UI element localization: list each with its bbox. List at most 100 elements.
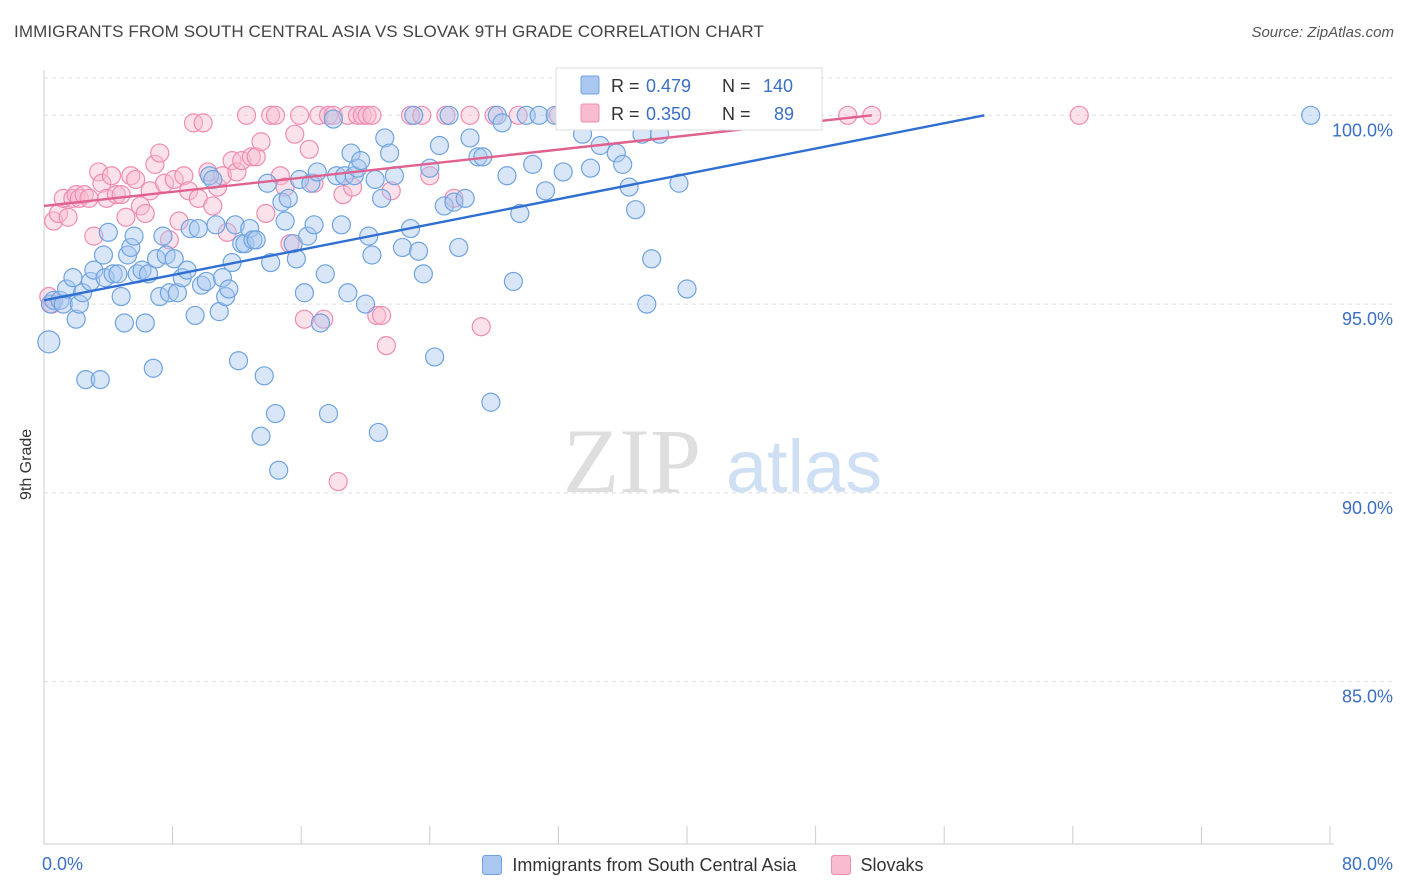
slovak-point-76 xyxy=(420,166,440,186)
asia-point-89 xyxy=(362,245,382,265)
slovak-point-32 xyxy=(183,113,204,133)
asia-point-45 xyxy=(206,215,226,235)
slovak-point-56 xyxy=(299,139,319,159)
slovak-point-25 xyxy=(150,143,170,163)
slovak-point-30 xyxy=(174,166,194,186)
asia-point-72 xyxy=(301,173,321,193)
legend-n-value-2: 89 xyxy=(774,104,794,124)
series-south-central-asia-points xyxy=(37,105,1321,480)
bottom-legend-pink-swatch xyxy=(830,855,851,875)
legend-n-value-1: 140 xyxy=(763,76,793,96)
asia-point-87 xyxy=(355,294,376,314)
x-tick-label-1: 80.0% xyxy=(1342,854,1393,874)
tick-labels: 85.0% 90.0% 95.0% 100.0% 0.0% 80.0% xyxy=(42,120,1393,874)
asia-point-57 xyxy=(246,230,266,250)
bottom-legend-blue-swatch xyxy=(482,855,503,875)
asia-point-91 xyxy=(368,422,388,443)
asia-point-22 xyxy=(121,237,141,258)
bottom-legend-label-asia: Immigrants from South Central Asia xyxy=(512,854,797,875)
slovak-point-71 xyxy=(371,305,392,326)
slovak-point-75 xyxy=(412,105,432,125)
asia-point-98 xyxy=(404,105,424,125)
asia-point-123 xyxy=(553,162,573,182)
legend-r-label-2: R = xyxy=(611,104,640,124)
y-tick-label-0: 85.0% xyxy=(1342,687,1393,707)
asia-point-28 xyxy=(143,358,163,378)
asia-point-76 xyxy=(315,264,335,284)
asia-point-100 xyxy=(413,264,433,284)
asia-point-92 xyxy=(371,188,392,208)
asia-point-114 xyxy=(492,113,512,133)
chart-title: IMMIGRANTS FROM SOUTH CENTRAL ASIA VS SL… xyxy=(14,22,764,41)
bottom-legend-item-slovaks: Slovaks xyxy=(830,854,924,876)
legend-n-label-1: N = xyxy=(722,76,751,96)
slovak-point-67 xyxy=(352,105,372,125)
legend-n-label-2: N = xyxy=(722,104,751,124)
bottom-legend: Immigrants from South Central Asia Slova… xyxy=(0,850,1406,880)
asia-point-52 xyxy=(228,351,249,371)
asia-point-75 xyxy=(310,313,331,333)
slovak-point-80 xyxy=(471,317,491,337)
x-tick-label-0: 0.0% xyxy=(42,854,83,874)
asia-point-58 xyxy=(251,426,271,446)
slovak-point-18 xyxy=(116,207,136,227)
slovak-point-62 xyxy=(328,471,348,492)
stats-legend-box xyxy=(555,67,823,131)
asia-point-51 xyxy=(225,215,245,235)
asia-point-96 xyxy=(392,237,413,258)
slovak-point-58 xyxy=(309,105,329,125)
slovak-point-66 xyxy=(347,105,368,125)
slovak-point-46 xyxy=(251,132,271,152)
slovak-point-39 xyxy=(217,222,237,242)
asia-point-74 xyxy=(307,162,327,182)
asia-point-38 xyxy=(180,218,200,239)
slovak-point-22 xyxy=(135,203,155,224)
asia-point-42 xyxy=(196,271,216,292)
asia-point-35 xyxy=(167,283,188,303)
asia-point-13 xyxy=(90,370,110,390)
watermark: ZIP atlas xyxy=(563,410,882,512)
slovak-point-69 xyxy=(362,105,382,125)
slovak-point-70 xyxy=(367,305,387,326)
slovak-point-34 xyxy=(193,113,213,133)
asia-point-43 xyxy=(199,166,220,186)
slovak-point-59 xyxy=(314,309,334,329)
asia-point-70 xyxy=(294,283,315,303)
y-tick-label-3: 100.0% xyxy=(1332,120,1393,140)
chart-source: Source: ZipAtlas.com xyxy=(1251,24,1394,41)
axes xyxy=(43,70,1334,845)
asia-point-61 xyxy=(261,252,281,273)
asia-point-47 xyxy=(212,268,233,288)
slovak-point-45 xyxy=(246,147,266,167)
slovak-point-47 xyxy=(256,203,276,224)
asia-point-59 xyxy=(254,366,274,386)
asia-point-8 xyxy=(69,294,89,314)
asia-point-62 xyxy=(265,403,286,424)
slovak-point-11 xyxy=(84,226,104,246)
asia-point-20 xyxy=(114,313,134,333)
slovak-point-24 xyxy=(145,154,165,174)
asia-point-108 xyxy=(455,188,475,208)
asia-point-126 xyxy=(580,158,601,178)
asia-point-139 xyxy=(677,279,697,299)
asia-point-65 xyxy=(275,211,295,231)
watermark-atlas: atlas xyxy=(726,425,882,508)
slovak-point-10 xyxy=(79,188,99,208)
asia-point-5 xyxy=(56,279,77,299)
asia-point-80 xyxy=(331,215,351,235)
bottom-legend-label-slovaks: Slovaks xyxy=(860,854,924,875)
legend-r-value-1: 0.479 xyxy=(646,76,691,96)
asia-point-104 xyxy=(434,196,454,216)
watermark-zip: ZIP xyxy=(563,410,701,512)
asia-point-109 xyxy=(460,128,480,148)
asia-point-66 xyxy=(278,188,298,208)
asia-point-40 xyxy=(188,218,208,239)
asia-point-14 xyxy=(93,245,114,265)
asia-point-71 xyxy=(298,226,318,246)
asia-point-120 xyxy=(529,105,549,125)
legend-r-value-2: 0.350 xyxy=(646,104,691,124)
asia-point-33 xyxy=(159,283,179,303)
bottom-legend-item-asia: Immigrants from South Central Asia xyxy=(482,854,797,876)
asia-point-121 xyxy=(535,181,556,201)
